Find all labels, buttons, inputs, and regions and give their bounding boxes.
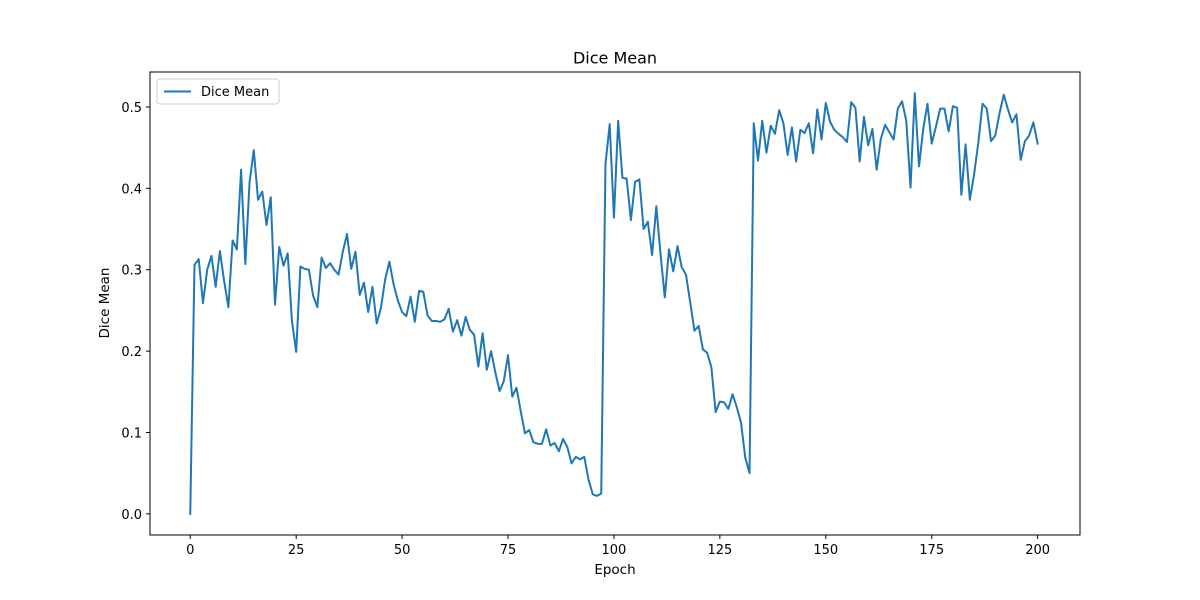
y-tick-label: 0.2: [121, 345, 142, 360]
x-tick-label: 25: [288, 543, 305, 558]
x-tick-label: 150: [813, 543, 838, 558]
dice-mean-series-line: [189, 92, 1039, 515]
plot-area: [150, 72, 1080, 535]
y-axis-ticks: 0.0 0.1 0.2 0.3 0.4 0.5: [121, 101, 150, 523]
x-axis-label: Epoch: [594, 562, 635, 578]
y-tick-label: 0.3: [121, 264, 142, 279]
legend-label: Dice Mean: [201, 85, 269, 100]
y-tick-label: 0.4: [121, 182, 142, 197]
y-axis-label: Dice Mean: [97, 268, 113, 339]
x-tick-label: 125: [707, 543, 732, 558]
y-tick-label: 0.5: [121, 101, 142, 116]
x-axis-ticks: 0 25 50 75 100 125 150 175 200: [186, 535, 1050, 558]
y-tick-label: 0.0: [121, 508, 142, 523]
x-tick-label: 0: [186, 543, 194, 558]
axes-frame: [149, 71, 1081, 536]
chart-title: Dice Mean: [573, 49, 657, 68]
legend: Dice Mean: [156, 78, 280, 105]
x-tick-label: 175: [919, 543, 944, 558]
legend-box: [156, 78, 280, 105]
y-tick-label: 0.1: [121, 426, 142, 441]
x-tick-label: 75: [500, 543, 517, 558]
x-tick-label: 200: [1025, 543, 1050, 558]
x-tick-label: 50: [394, 543, 411, 558]
x-tick-label: 100: [602, 543, 627, 558]
